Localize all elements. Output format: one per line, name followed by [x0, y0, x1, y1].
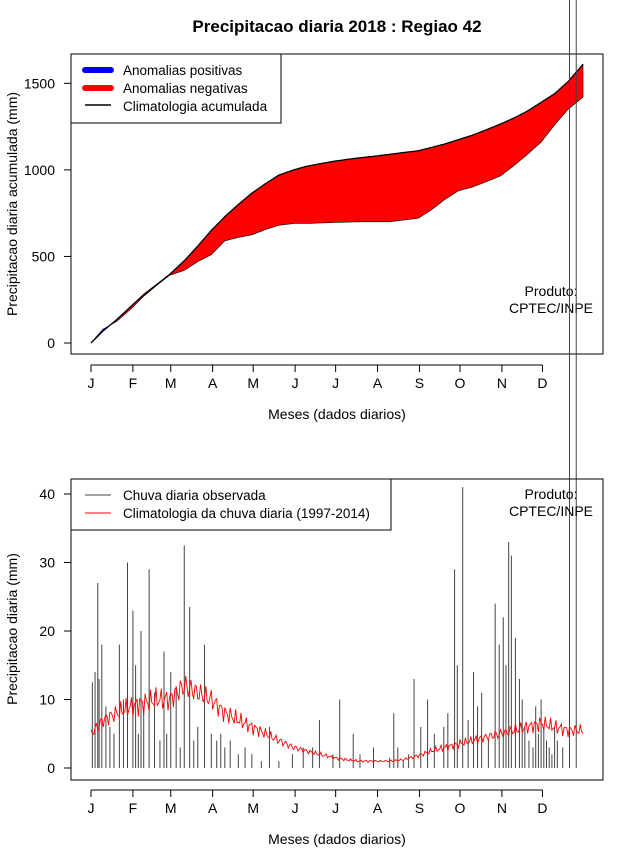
top-y-tick-label: 500	[32, 248, 56, 264]
bottom-chart: 0 10 20 30 40 J F M A M J J A S O N D Meses (dados diar…	[4, 0, 604, 847]
legend-positive-label: Anomalias positivas	[123, 63, 243, 78]
chart-title: Precipitacao diaria 2018 : Regiao 42	[192, 17, 481, 36]
top-x-axis-label: Meses (dados diarios)	[268, 406, 406, 422]
top-x-tick-label: D	[537, 375, 547, 391]
bottom-y-axis-label: Precipitacao diaria (mm)	[4, 553, 20, 705]
top-x-tick-label: J	[292, 375, 299, 391]
top-plot-data	[90, 63, 584, 344]
top-y-tick-label: 1500	[24, 75, 55, 91]
top-x-tick-label: A	[208, 375, 218, 391]
bottom-y-tick-label: 10	[39, 692, 55, 708]
bottom-x-tick-label: F	[129, 800, 138, 816]
top-y-tick-label: 0	[47, 335, 55, 351]
climatology-daily-line	[90, 675, 584, 763]
legend-observed-label: Chuva diaria observada	[123, 488, 266, 503]
bottom-x-tick-label: S	[415, 800, 424, 816]
bottom-x-axis-label: Meses (dados diarios)	[268, 831, 406, 847]
top-product-label-line2: CPTEC/INPE	[509, 300, 593, 316]
bottom-y-tick-label: 40	[39, 486, 55, 502]
top-x-tick-label: J	[88, 375, 95, 391]
bottom-legend-box	[70, 478, 392, 531]
bottom-y-tick-label: 20	[39, 623, 55, 639]
top-legend: Anomalias positivas Anomalias negativas …	[70, 53, 282, 124]
bottom-y-axis: 0 10 20 30 40	[39, 486, 72, 776]
top-chart: 0 500 1000 1500 J F M A M J J A S O N D Meses (dados d…	[4, 53, 604, 422]
bottom-product-label-line1: Produto:	[525, 486, 578, 502]
bottom-x-tick-label: J	[332, 800, 339, 816]
bottom-x-tick-label: J	[88, 800, 95, 816]
bottom-y-tick-label: 0	[47, 760, 55, 776]
legend-negative-label: Anomalias negativas	[123, 81, 248, 96]
bottom-x-tick-label: O	[455, 800, 466, 816]
top-x-tick-label: J	[332, 375, 339, 391]
bottom-x-tick-label: M	[165, 800, 177, 816]
bottom-x-tick-label: M	[247, 800, 259, 816]
top-x-tick-label: M	[247, 375, 259, 391]
top-x-tick-label: N	[497, 375, 507, 391]
bottom-x-tick-label: D	[537, 800, 547, 816]
bottom-y-tick-label: 30	[39, 555, 55, 571]
top-y-tick-label: 1000	[24, 162, 55, 178]
top-y-axis: 0 500 1000 1500	[24, 75, 72, 351]
bottom-product-label-line2: CPTEC/INPE	[509, 503, 593, 519]
bottom-legend: Chuva diaria observada Climatologia da c…	[70, 478, 392, 531]
bottom-x-tick-label: A	[373, 800, 383, 816]
top-x-tick-label: S	[415, 375, 424, 391]
top-x-tick-label: A	[373, 375, 383, 391]
legend-climatology-label: Climatologia acumulada	[123, 99, 268, 114]
legend-clim-daily-label: Climatologia da chuva diaria (1997-2014)	[123, 506, 370, 521]
top-x-tick-label: M	[165, 375, 177, 391]
bottom-x-tick-label: N	[497, 800, 507, 816]
climatology-accumulated-line	[90, 63, 584, 344]
top-y-axis-label: Precipitacao diaria acumulada (mm)	[4, 92, 20, 316]
bottom-plot-data	[90, 0, 584, 768]
top-product-label-line1: Produto:	[525, 283, 578, 299]
top-x-tick-label: O	[455, 375, 466, 391]
top-x-tick-label: F	[129, 375, 138, 391]
bottom-x-tick-label: A	[208, 800, 218, 816]
bottom-x-tick-label: J	[292, 800, 299, 816]
